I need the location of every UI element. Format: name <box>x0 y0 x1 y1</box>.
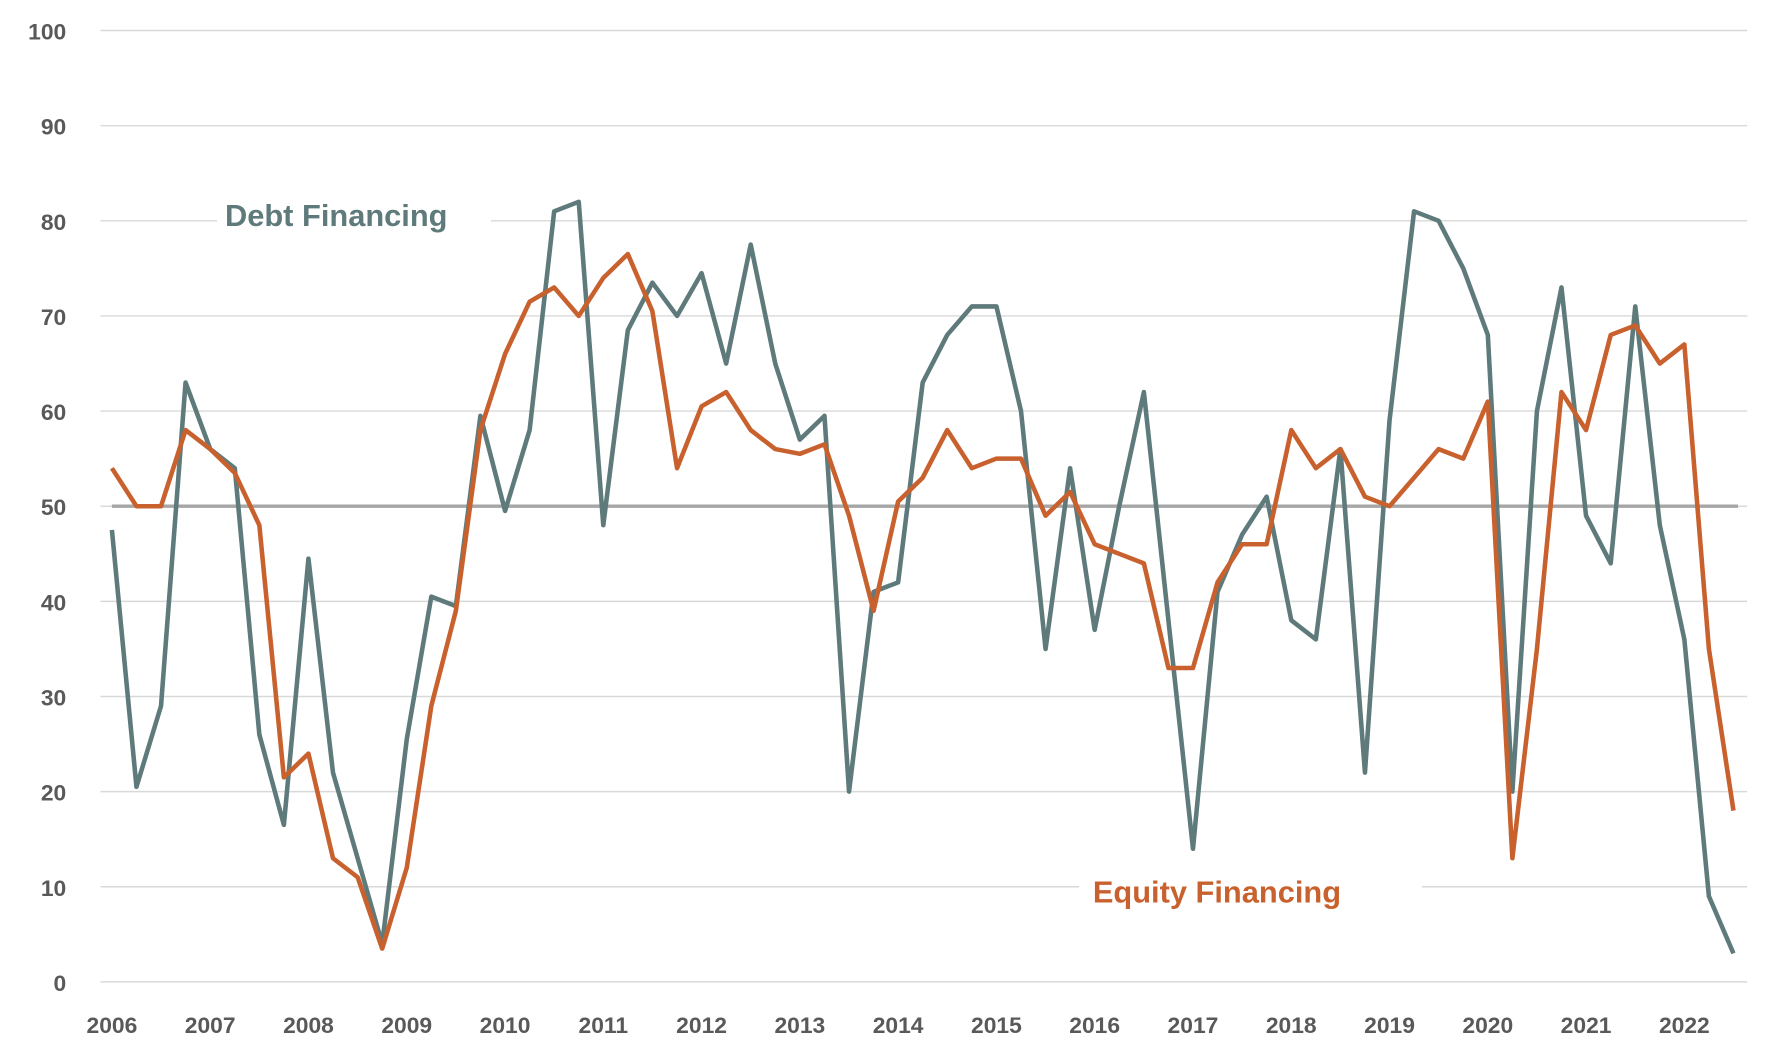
y-tick-label: 80 <box>41 209 66 235</box>
y-tick-label: 20 <box>41 780 66 806</box>
x-tick-label: 2012 <box>676 1012 727 1038</box>
y-tick-label: 50 <box>41 494 66 520</box>
x-tick-label: 2013 <box>774 1012 825 1038</box>
legend-debt-financing: Debt Financing <box>225 198 448 233</box>
x-tick-label: 2019 <box>1364 1012 1415 1038</box>
series-lines <box>109 199 1736 955</box>
x-tick-label: 2007 <box>185 1012 236 1038</box>
y-axis-ticks: 0 10 20 30 40 50 60 70 80 90 100 <box>28 19 66 996</box>
series-line-equity-financing <box>109 251 1736 951</box>
x-tick-label: 2016 <box>1069 1012 1120 1038</box>
x-tick-label: 2011 <box>579 1012 629 1038</box>
y-tick-label: 10 <box>41 875 66 901</box>
y-tick-label: 40 <box>41 589 66 615</box>
equity-label-bg <box>1079 868 1422 914</box>
x-axis-ticks: 2006 2007 2008 2009 2010 2011 2012 2013 2014 2015… <box>87 1012 1710 1038</box>
x-tick-label: 2018 <box>1266 1012 1317 1038</box>
y-tick-label: 90 <box>41 114 66 140</box>
x-tick-label: 2014 <box>873 1012 924 1038</box>
y-tick-label: 100 <box>28 19 66 45</box>
x-tick-label: 2020 <box>1462 1012 1513 1038</box>
y-tick-label: 0 <box>54 970 67 996</box>
y-tick-label: 70 <box>41 304 66 330</box>
y-tick-label: 30 <box>41 685 66 711</box>
x-tick-label: 2008 <box>283 1012 334 1038</box>
x-tick-label: 2017 <box>1168 1012 1219 1038</box>
x-tick-label: 2021 <box>1561 1012 1612 1038</box>
x-tick-label: 2010 <box>480 1012 531 1038</box>
legend-equity-financing: Equity Financing <box>1093 875 1341 910</box>
x-tick-label: 2015 <box>971 1012 1022 1038</box>
y-tick-label: 60 <box>41 399 66 425</box>
debt-label-bg <box>216 192 492 238</box>
x-tick-label: 2022 <box>1659 1012 1710 1038</box>
x-tick-label: 2006 <box>87 1012 138 1038</box>
series-line-debt-financing <box>109 199 1736 955</box>
x-tick-label: 2009 <box>381 1012 432 1038</box>
